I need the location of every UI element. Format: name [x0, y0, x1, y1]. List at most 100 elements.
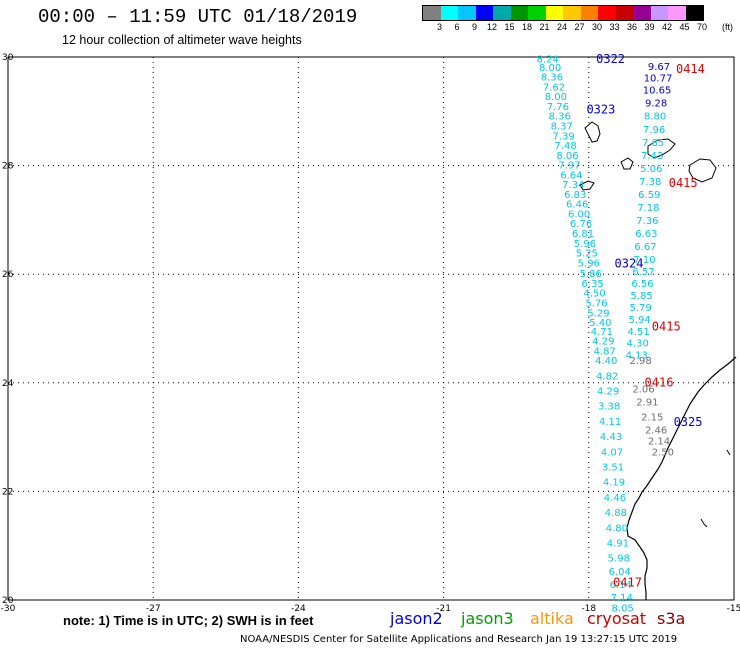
- wave-height-value: 6.14: [610, 580, 632, 591]
- wave-height-value: 8.06: [556, 151, 578, 162]
- wave-height-value: 4.13: [626, 351, 648, 362]
- legend-label: 36: [626, 22, 637, 32]
- wave-height-value: 5.94: [628, 315, 650, 326]
- legend-label: 3: [436, 22, 442, 32]
- wave-height-value: 6.76: [570, 219, 592, 230]
- wave-height-value: 4.30: [627, 339, 649, 350]
- wave-height-value: 7.43: [641, 151, 663, 162]
- pass-id-label: 0322: [596, 52, 625, 66]
- coastlines: [579, 121, 737, 600]
- lon-label: -18: [581, 604, 596, 614]
- wave-height-value: 8.80: [644, 112, 666, 123]
- legend-swatch: [668, 6, 686, 20]
- lon-label: -24: [291, 604, 306, 614]
- lat-label: 20: [2, 596, 14, 606]
- lat-lon-grid: [7, 56, 735, 601]
- wave-height-value: 8.36: [549, 112, 571, 123]
- coastline-africa: [626, 356, 737, 600]
- island-la-palma: [584, 121, 601, 143]
- wave-height-value: 5.76: [585, 299, 607, 310]
- color-legend-labels: 3 6 9 12 15 18 21 24 27 30 33 36 39 42 45 70 (ft): [422, 22, 733, 34]
- legend-label: (ft): [722, 22, 733, 32]
- wave-height-value: 4.29: [592, 337, 614, 348]
- wave-height-value: 5.79: [629, 303, 651, 314]
- coast-fragment-cape: [700, 518, 708, 528]
- wave-height-value: 6.59: [638, 190, 660, 201]
- wave-height-value: 5.96: [574, 239, 596, 250]
- legend-label: 39: [644, 22, 655, 32]
- wave-height-value: 6.64: [560, 170, 582, 181]
- wave-height-value: 4.71: [591, 327, 613, 338]
- wave-height-value: 7.18: [637, 203, 659, 214]
- legend-swatch: [633, 6, 651, 20]
- wave-height-value: 6.04: [609, 567, 631, 578]
- footer-credit: NOAA/NESDIS Center for Satellite Applica…: [240, 634, 678, 645]
- pass-id-label: 0324: [615, 256, 644, 270]
- wave-height-value: 6.56: [631, 279, 653, 290]
- wave-height-value: 5.86: [580, 269, 602, 280]
- pass-id-label: 0415: [669, 176, 698, 190]
- pass-id-label: 0417: [613, 576, 642, 590]
- wave-height-value: 8.05: [612, 604, 634, 615]
- legend-label: 70: [696, 22, 707, 32]
- wave-height-value: 2.15: [641, 413, 663, 424]
- wave-height-value: 5.06: [640, 164, 662, 175]
- satellite-legend-s3a: s3a: [657, 609, 686, 628]
- track-s3a-gray: 2.98 2.06 2.91 2.15 2.462.142.50: [629, 356, 674, 458]
- wave-height-value: 4.51: [628, 327, 650, 338]
- track-jason3-cyan-2: 8.80 7.96 7.85 7.43 5.06 7.38 6.59 7.18 7.36 6.63…: [626, 112, 667, 362]
- wave-height-value: 3.51: [602, 463, 624, 474]
- wave-height-value: 5.25: [576, 249, 598, 260]
- legend-swatch: [423, 6, 441, 20]
- map-frame: [7, 56, 735, 601]
- pass-id-label: 0415: [652, 319, 681, 333]
- lon-label: -21: [436, 604, 451, 614]
- wave-height-value: 5.96: [578, 258, 600, 269]
- satellite-legend-cryosat: cryosat: [587, 609, 647, 628]
- lon-label: -27: [146, 604, 161, 614]
- wave-height-value: 8.37: [551, 122, 573, 133]
- wave-height-value: 4.50: [583, 289, 605, 300]
- wave-height-value: 7.76: [547, 102, 569, 113]
- legend-label: 45: [679, 22, 690, 32]
- wave-height-value: 6.35: [582, 279, 604, 290]
- wave-height-value: 10.65: [643, 86, 672, 97]
- wave-height-value: 2.98: [629, 356, 651, 367]
- wave-height-value: 6.00: [568, 209, 590, 220]
- wave-height-value: 7.96: [643, 125, 665, 136]
- lat-label: 22: [2, 487, 13, 497]
- wave-height-value: 4.82: [596, 371, 618, 382]
- lat-label: 30: [2, 53, 14, 63]
- wave-height-value: 2.91: [636, 397, 658, 408]
- wave-height-value: 9.67: [648, 62, 670, 73]
- wave-height-value: 5.98: [608, 554, 630, 565]
- legend-swatch: [580, 6, 598, 20]
- satellite-legend-jason3: jason3: [461, 609, 514, 628]
- wave-height-value: 8.24: [537, 55, 559, 66]
- legend-swatch: [598, 6, 616, 20]
- wave-height-value: 6.67: [634, 242, 656, 253]
- wave-height-value: 7.48: [554, 141, 576, 152]
- wave-height-value: 4.46: [604, 493, 626, 504]
- lon-label: -15: [727, 604, 740, 614]
- wave-height-value: 2.46: [645, 426, 667, 437]
- lat-label: 26: [2, 270, 14, 280]
- wave-height-value: 8.00: [545, 92, 567, 103]
- island-gomera: [620, 157, 634, 170]
- wave-height-value: 5.40: [589, 318, 611, 329]
- wave-height-value: 6.63: [635, 229, 657, 240]
- legend-swatch: [528, 6, 546, 20]
- coast-fragment-east: [726, 449, 731, 456]
- wave-height-value: 7.39: [552, 131, 574, 142]
- island-tenerife: [647, 138, 676, 159]
- legend-label: 15: [504, 22, 515, 32]
- legend-swatch: [685, 6, 703, 20]
- wave-height-value: 8.00: [539, 63, 561, 74]
- wave-height-value: 7.14: [611, 593, 633, 604]
- wave-height-value: 10.77: [644, 74, 673, 85]
- wave-height-value: 6.46: [566, 200, 588, 211]
- wave-height-value: 4.29: [597, 386, 619, 397]
- wave-height-value: 7.97: [558, 161, 580, 172]
- wave-height-value: 4.43: [600, 432, 622, 443]
